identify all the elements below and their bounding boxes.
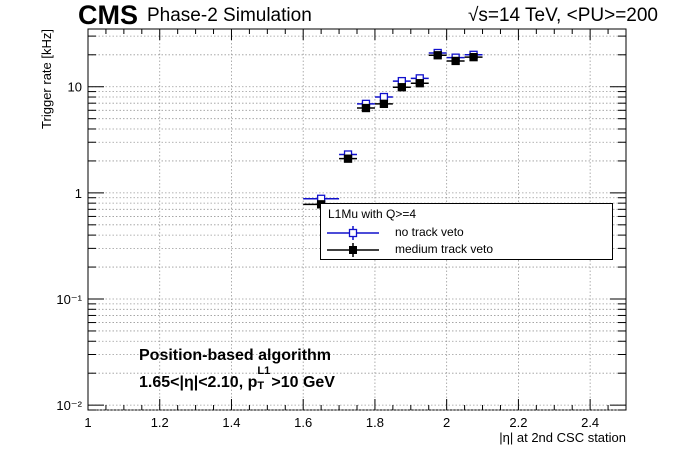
- y-axis-title: Trigger rate [kHz]: [39, 29, 54, 129]
- selection-annotation: 1.65<|η|<2.10, p L1 T >10 GeV: [139, 365, 335, 392]
- x-tick-label: 2.2: [509, 415, 527, 430]
- x-tick-label: 2.4: [581, 415, 599, 430]
- legend: L1Mu with Q>=4 no track veto medium trac…: [320, 203, 613, 260]
- data-point-filled-square: [433, 51, 442, 60]
- x-axis-title: |η| at 2nd CSC station: [499, 430, 626, 445]
- x-tick-label: 1.8: [366, 415, 384, 430]
- legend-label-no-veto: no track veto: [395, 225, 464, 239]
- y-tick-label: 10⁻²: [56, 398, 82, 413]
- y-tick-label: 10⁻¹: [56, 292, 82, 307]
- open-square-marker-icon: [327, 226, 379, 240]
- selection-suffix: >10 GeV: [271, 374, 335, 391]
- cms-logo-text: CMS: [78, 0, 138, 30]
- legend-entry-medium-veto: medium track veto: [325, 242, 605, 258]
- filled-square-marker-icon: [327, 243, 379, 257]
- legend-title: L1Mu with Q>=4: [328, 207, 417, 221]
- legend-label-medium-veto: medium track veto: [395, 242, 494, 256]
- data-point-filled-square: [415, 79, 424, 88]
- data-point-filled-square: [361, 103, 371, 113]
- axis-labels: 1 1.2 1.4 1.6 1.8 2 2.2 2.4 10⁻² 10⁻¹ 1 10 |η| at 2n…: [39, 29, 626, 445]
- x-tick-label: 1.2: [151, 415, 169, 430]
- pt-subscript: T: [257, 380, 265, 392]
- legend-entry-no-veto: no track veto: [325, 225, 605, 241]
- data-point-filled-square: [379, 99, 389, 108]
- data-point-filled-square: [469, 53, 478, 62]
- selection-prefix: 1.65<|η|<2.10, p: [139, 374, 258, 391]
- algorithm-annotation: Position-based algorithm: [139, 347, 332, 364]
- axis-ticks: [87, 29, 627, 411]
- data-point-open-square: [379, 92, 389, 102]
- data-point-filled-square: [343, 154, 353, 163]
- x-tick-label: 2: [443, 415, 450, 430]
- x-tick-label: 1.4: [222, 415, 240, 430]
- data-point-filled-square: [451, 56, 460, 66]
- y-tick-label: 1: [75, 186, 82, 201]
- pt-superscript: L1: [257, 365, 271, 377]
- data-point-filled-square: [397, 83, 406, 92]
- energy-pileup-label: √s=14 TeV, <PU>=200: [467, 5, 658, 26]
- simulation-label: Phase-2 Simulation: [147, 5, 312, 26]
- pt-subsup: L1 T: [257, 365, 271, 392]
- y-tick-label: 10: [68, 80, 82, 95]
- x-tick-label: 1.6: [294, 415, 312, 430]
- x-tick-label: 1: [84, 415, 91, 430]
